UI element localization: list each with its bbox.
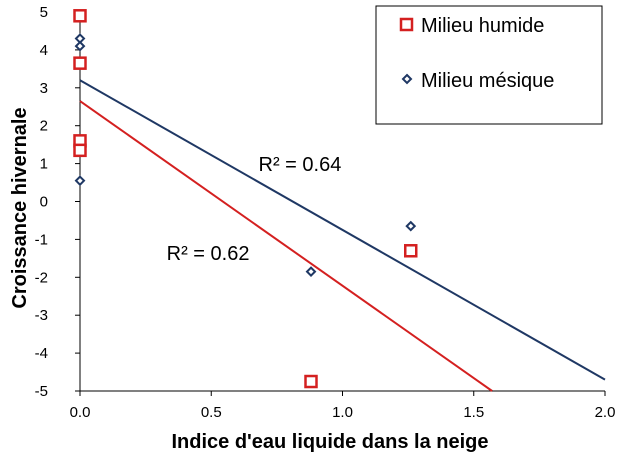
- x-tick-label: 1.5: [463, 404, 484, 421]
- x-tick-label: 0.5: [201, 404, 222, 421]
- y-tick-label: -1: [35, 231, 48, 248]
- y-axis-title: Croissance hivernale: [9, 107, 31, 308]
- x-axis-title: Indice d'eau liquide dans la neige: [171, 431, 488, 453]
- legend-marker-milieu-mesique: [401, 73, 413, 85]
- point-milieu-humide: [404, 244, 418, 258]
- y-tick-label: -3: [35, 307, 48, 324]
- y-tick-label: 1: [40, 156, 48, 173]
- x-tick-label: 2.0: [595, 404, 616, 421]
- point-milieu-humide: [73, 143, 87, 158]
- point-milieu-mesique: [305, 266, 317, 278]
- trendlines: [79, 79, 606, 392]
- legend-label-milieu-mesique: Milieu mésique: [421, 70, 554, 92]
- y-tick-label: 2: [40, 118, 48, 135]
- r-squared-label: R² = 0.62: [167, 243, 250, 265]
- point-milieu-mesique: [405, 220, 417, 232]
- y-tick-label: 3: [40, 80, 48, 97]
- y-tick-label: 4: [40, 42, 48, 59]
- legend-marker-milieu-humide: [399, 17, 414, 32]
- y-tick-label: 0: [40, 194, 48, 211]
- trendline-milieu-humide: [79, 100, 493, 392]
- y-tick-label: -5: [35, 383, 48, 400]
- legend: Milieu humide Milieu mésique: [375, 5, 603, 125]
- point-milieu-humide: [304, 374, 318, 389]
- point-milieu-humide: [73, 9, 87, 23]
- trendline-milieu-mesique: [79, 79, 606, 381]
- x-tick-label: 0.0: [70, 404, 91, 421]
- annotations: R² = 0.64 R² = 0.62: [167, 154, 342, 265]
- x-tick-label: 1.0: [332, 404, 353, 421]
- x-ticks: 0.0 0.5 1.0 1.5 2.0: [70, 391, 616, 421]
- legend-box: [375, 5, 603, 125]
- point-milieu-mesique: [74, 40, 86, 52]
- y-tick-label: -4: [35, 345, 48, 362]
- y-ticks: 5 4 3 2 1 0 -1 -2 -3 -4 -5: [35, 4, 80, 400]
- point-milieu-mesique: [74, 175, 86, 187]
- y-tick-label: 5: [40, 4, 48, 21]
- data-points: [73, 9, 418, 389]
- y-tick-label: -2: [35, 269, 48, 286]
- r-squared-label: R² = 0.64: [259, 154, 342, 176]
- legend-label-milieu-humide: Milieu humide: [421, 15, 544, 37]
- point-milieu-humide: [73, 56, 87, 70]
